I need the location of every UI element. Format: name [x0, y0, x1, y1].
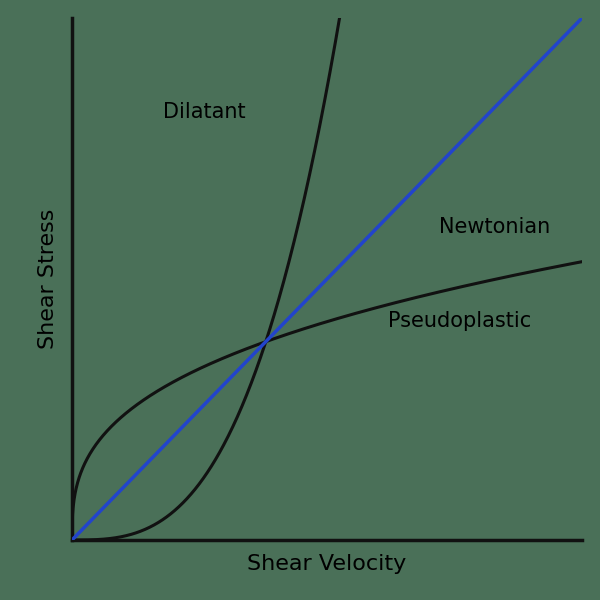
Text: Newtonian: Newtonian — [439, 217, 550, 237]
X-axis label: Shear Velocity: Shear Velocity — [247, 554, 407, 574]
Text: Dilatant: Dilatant — [163, 102, 246, 122]
Text: Pseudoplastic: Pseudoplastic — [388, 311, 532, 331]
Y-axis label: Shear Stress: Shear Stress — [38, 209, 58, 349]
